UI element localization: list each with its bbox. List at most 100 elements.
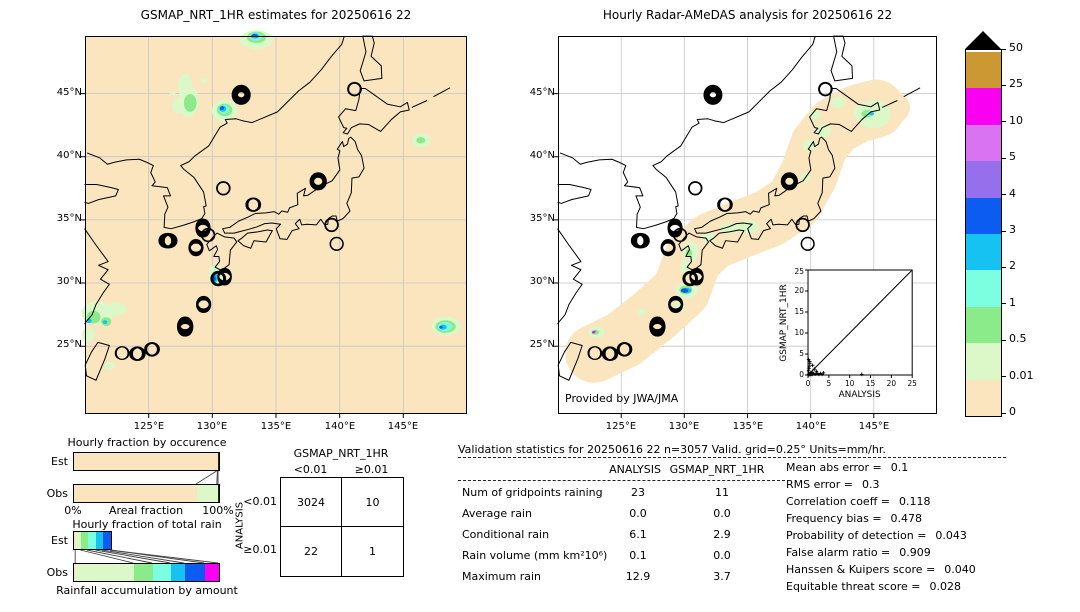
bar-segment [217, 453, 219, 470]
bar-segment [171, 564, 185, 581]
bar-segment [81, 532, 88, 549]
score-value: 0.1 [890, 461, 909, 474]
axis-ticks [554, 93, 875, 418]
score-row: RMS error = 0.3 [786, 478, 879, 491]
colorbar-segment [966, 124, 1001, 162]
colorbar-tick-label: 0 [1009, 405, 1016, 418]
inset-xtick: 20 [887, 379, 897, 388]
score-row: Hanssen & Kuipers score = 0.040 [786, 563, 976, 576]
colorbar-tick-label: 0.5 [1009, 332, 1027, 346]
colorbar-segment [966, 161, 1001, 198]
bar-segment [74, 564, 77, 581]
stats-value: 0.0 [713, 549, 731, 562]
inset-xtick: 0 [806, 379, 811, 388]
lat-tick: 30°N [529, 276, 555, 287]
lon-tick: 145°E [858, 421, 890, 432]
score-value: 0.478 [890, 512, 923, 525]
lat-tick: 45°N [56, 87, 82, 98]
inset-ytick: 0 [799, 370, 804, 379]
contingency-cell: 10 [342, 478, 403, 527]
inset-xtick: 10 [845, 379, 855, 388]
bar-segment [102, 532, 111, 549]
stats-col-header: ANALYSIS [609, 463, 661, 476]
bar-segment [196, 485, 218, 502]
credit-text: Provided by JWA/JMA [565, 392, 679, 405]
est-row-label: Est [51, 534, 68, 547]
inset-ylabel: GSMAP_NRT_1HR [779, 284, 789, 362]
contingency-row-label: <0.01 [243, 495, 277, 508]
stats-row-label: Maximum rain [462, 570, 541, 583]
occurrence-chart-title: Hourly fraction by occurence [67, 436, 227, 449]
totalrain-xlabel: Rainfall accumulation by amount [56, 584, 238, 597]
colorbar-tick-label: 4 [1009, 186, 1016, 200]
bar-segment [74, 485, 197, 502]
colorbar-tick-label: 10 [1009, 113, 1023, 127]
colorbar-tick-mark [1001, 230, 1006, 232]
colorbar-tick-label: 5 [1009, 150, 1016, 164]
contingency-title: GSMAP_NRT_1HR [293, 447, 389, 460]
stats-value: 6.1 [629, 528, 647, 541]
stats-value: 2.9 [713, 528, 731, 541]
radar-map-title: Hourly Radar-AMeDAS analysis for 2025061… [602, 8, 893, 22]
colorbar-segment [966, 379, 1001, 416]
inset-ytick: 10 [795, 328, 805, 337]
lat-tick: 40°N [56, 150, 82, 161]
bar-connector-line [109, 549, 219, 564]
contingency-cell: 3024 [281, 478, 342, 527]
colorbar-tick-mark [1001, 339, 1006, 341]
stats-value: 0.1 [629, 549, 647, 562]
stats-value: 3.7 [713, 570, 731, 583]
occurrence-xlabel: Areal fraction [108, 504, 184, 517]
inset-scatter-points [806, 357, 864, 377]
bar-segment [184, 564, 206, 581]
score-value: 0.040 [944, 563, 976, 576]
lon-tick: 125°E [133, 421, 165, 432]
contingency-cell: 22 [281, 527, 342, 576]
bar-segment [87, 532, 97, 549]
score-value: 0.118 [899, 495, 931, 508]
lat-tick: 25°N [56, 339, 82, 350]
score-label: Mean abs error = [786, 461, 882, 474]
score-row: Correlation coeff = 0.118 [786, 495, 931, 508]
colorbar-tick-label: 2 [1009, 259, 1016, 273]
stats-row-label: Num of gridpoints raining [462, 486, 603, 499]
colorbar-tick-mark [1001, 376, 1006, 378]
colorbar-segment [966, 234, 1001, 271]
lon-tick: 135°E [260, 421, 292, 432]
inset-ytick: 20 [795, 286, 805, 295]
contingency-col-label: <0.01 [293, 463, 328, 476]
x-max-label: 100% [202, 504, 234, 517]
bar-connector-line [216, 470, 218, 485]
score-label: False alarm ratio = [786, 546, 891, 559]
stats-value: 0.0 [713, 507, 731, 520]
x-min-label: 0% [64, 504, 82, 517]
gsmap-map-title: GSMAP_NRT_1HR estimates for 20250616 22 [140, 8, 412, 22]
contingency-row-label: ≥0.01 [243, 543, 277, 556]
colorbar-tick-label: 25 [1009, 77, 1023, 91]
lat-tick: 35°N [529, 213, 555, 224]
totalrain-chart-title: Hourly fraction of total rain [72, 518, 222, 531]
contingency-col-label: ≥0.01 [354, 463, 389, 476]
colorbar-segment [966, 88, 1001, 125]
map-frame [558, 36, 937, 414]
inset-ytick: 25 [795, 267, 805, 276]
colorbar-tick-mark [1001, 157, 1006, 159]
contingency-row-axis: ANALYSIS [234, 501, 246, 550]
bar-segment [96, 532, 103, 549]
inset-xtick: 15 [866, 379, 876, 388]
contingency-table: 3024 10 22 1 [280, 477, 404, 577]
score-label: Hanssen & Kuipers score = [786, 563, 936, 576]
totalrain-obs-bar [73, 563, 220, 582]
bar-segment [74, 453, 218, 470]
score-value: 0.909 [899, 546, 931, 559]
totalrain-est-bar [73, 531, 112, 550]
colorbar-tick-mark [1001, 121, 1006, 123]
bar-connector-line [86, 549, 153, 564]
inset-ytick: 5 [799, 349, 804, 358]
score-label: Equitable threat score = [786, 580, 921, 593]
totalrain-connectors [74, 549, 219, 564]
lat-tick: 35°N [56, 213, 82, 224]
score-row: Equitable threat score = 0.028 [786, 580, 961, 593]
inset-scatter: 0 5 10 15 20 25 0 5 10 15 20 25 ANALYSIS… [779, 267, 917, 400]
stats-row-label: Rain volume (mm km²10⁶) [462, 549, 608, 562]
